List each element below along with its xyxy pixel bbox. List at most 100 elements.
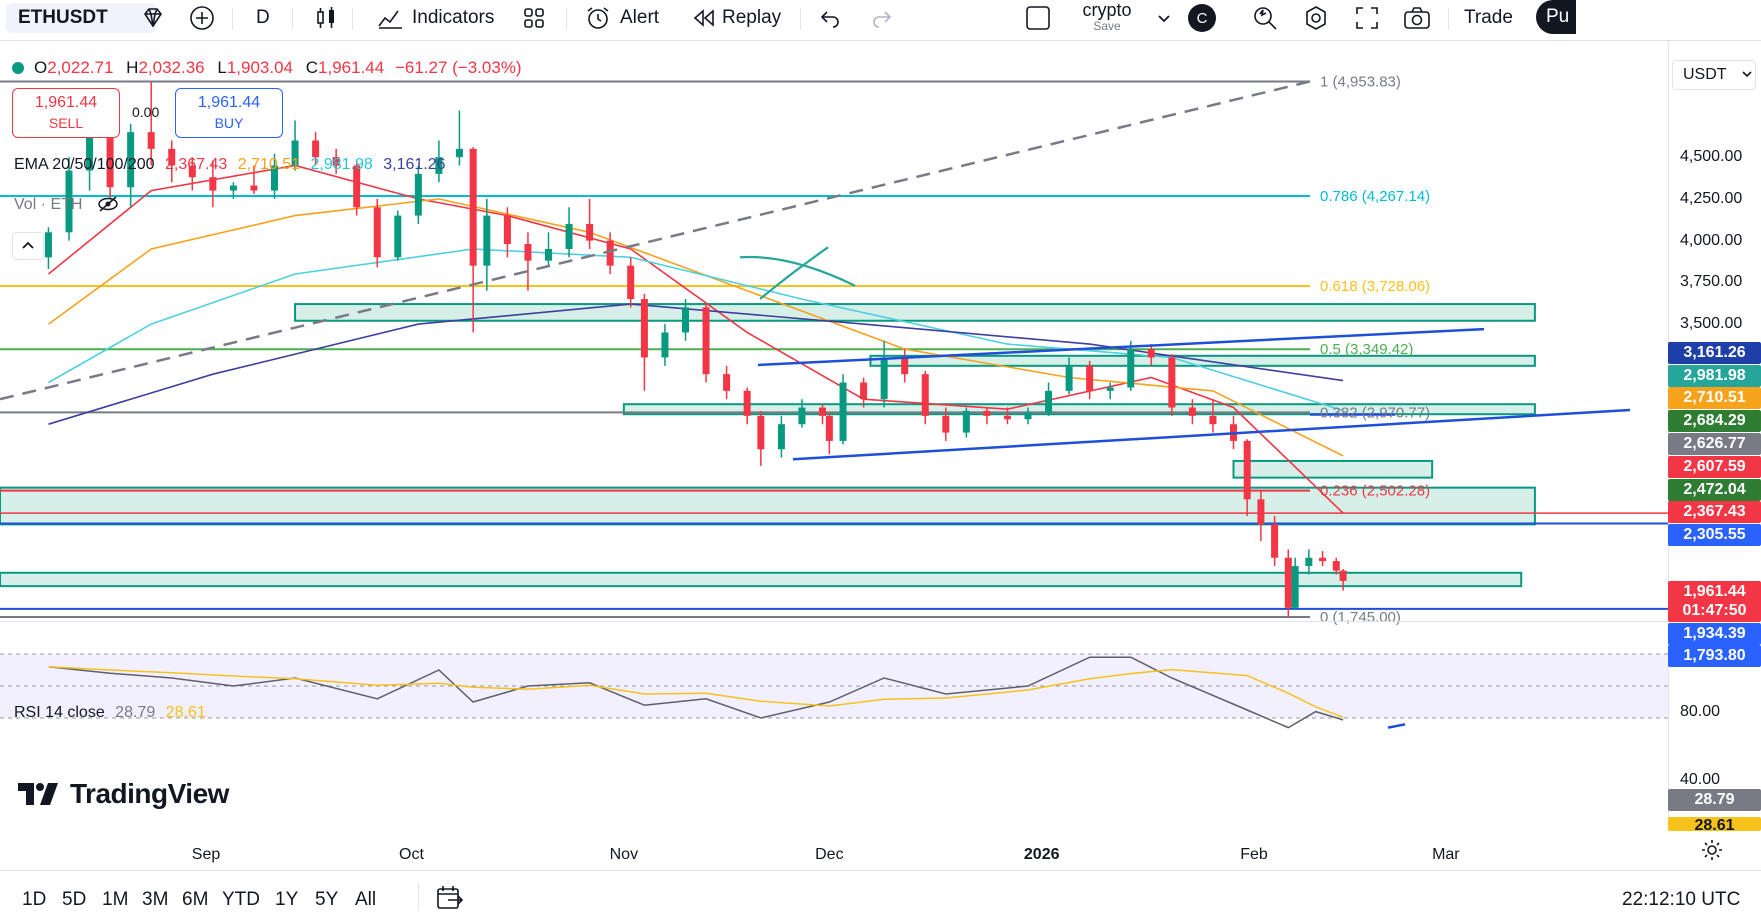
- currency-label: USDT: [1683, 66, 1727, 83]
- alert-button[interactable]: Alert: [584, 0, 659, 36]
- ema-legend[interactable]: EMA 20/50/100/200 2,367.43 2,710.51 2,98…: [14, 156, 446, 174]
- range-bar: 1D 5D 1M 3M 6M YTD 1Y 5Y All: [0, 870, 1761, 924]
- indicators-button[interactable]: Indicators: [376, 0, 494, 36]
- rsi-label: RSI 14 close: [14, 704, 105, 721]
- avatar-letter: C: [1196, 9, 1208, 27]
- date-range-icon[interactable]: [434, 883, 464, 918]
- candle-body: [209, 177, 217, 191]
- layout-square-icon[interactable]: [1024, 0, 1052, 36]
- range-button[interactable]: 3M: [142, 889, 169, 910]
- range-button[interactable]: 6M: [182, 889, 209, 910]
- layout-name-button[interactable]: crypto Save: [1074, 0, 1140, 36]
- candle-body: [1188, 407, 1196, 416]
- range-button[interactable]: 1D: [22, 889, 47, 910]
- bottom-divider: [0, 870, 1761, 871]
- candle-body: [1271, 524, 1279, 558]
- price-tick-label: 4,500.00: [1680, 148, 1743, 166]
- candle-body: [860, 382, 868, 400]
- candle-body: [1106, 387, 1114, 391]
- ema50-value: 2,710.51: [237, 156, 301, 173]
- range-button[interactable]: YTD: [222, 889, 260, 910]
- range-button[interactable]: 1Y: [275, 889, 299, 910]
- time-axis[interactable]: Sep Oct Nov Dec 2026 Feb Mar: [0, 830, 1668, 866]
- close-value: 1,961.44: [318, 58, 385, 77]
- candle-body: [640, 299, 648, 358]
- price-chart[interactable]: 1 (4,953.83) 0.786 (4,267.14) 0.618 (3,728…: [0, 40, 1668, 720]
- support-zone: [1232, 459, 1434, 479]
- ema20-value: 2,367.43: [165, 156, 228, 173]
- buy-button[interactable]: 1,961.44 BUY: [175, 88, 283, 138]
- camera-icon[interactable]: [1402, 0, 1432, 36]
- rsi-pane[interactable]: [0, 622, 1668, 742]
- sell-button[interactable]: 1,961.44 SELL: [12, 88, 120, 138]
- avatar[interactable]: C: [1188, 4, 1216, 32]
- range-button[interactable]: 5Y: [315, 889, 339, 910]
- candle-body: [106, 132, 114, 188]
- arc-drawing: [759, 246, 829, 300]
- price-badge: 2,607.59: [1668, 456, 1761, 478]
- time-tick-label: Dec: [815, 846, 844, 863]
- trade-button[interactable]: Trade: [1464, 0, 1513, 36]
- candle-body: [777, 424, 785, 450]
- price-badge: 2,305.55: [1668, 524, 1761, 546]
- price-badge: 1,961.44: [1668, 581, 1761, 603]
- price-axis[interactable]: 4,500.00 4,250.00 4,000.00 3,750.00 3,500.00…: [1668, 48, 1761, 698]
- range-button[interactable]: 5D: [62, 889, 87, 910]
- range-divider: [418, 884, 419, 910]
- tradingview-logo: TradingView: [18, 778, 229, 810]
- support-zone: [0, 486, 1536, 526]
- interval-button[interactable]: D: [256, 0, 270, 36]
- toolbar-divider: [232, 8, 233, 30]
- compare-add-icon[interactable]: [188, 0, 216, 36]
- rsi-tick-label: 80.00: [1680, 703, 1721, 720]
- candle-body: [839, 382, 847, 441]
- alarm-clock-icon: [584, 4, 612, 32]
- axis-settings-icon[interactable]: [1700, 838, 1724, 867]
- chevron-down-icon[interactable]: [1156, 0, 1172, 36]
- toolbar-divider: [566, 8, 567, 30]
- quick-search-icon[interactable]: [1250, 0, 1280, 36]
- rsi-line: [48, 656, 1344, 729]
- candle-body: [921, 374, 929, 416]
- high-label: H: [126, 58, 139, 77]
- candle-body: [743, 390, 751, 416]
- layout-name: crypto: [1082, 0, 1132, 20]
- templates-icon[interactable]: [522, 0, 546, 36]
- candle-body: [455, 148, 463, 158]
- rsi-axis[interactable]: 80.00 40.00 28.79 28.61: [1668, 622, 1761, 831]
- settings-gear-icon[interactable]: [1302, 0, 1330, 36]
- candle-body: [586, 223, 594, 241]
- ema-line: [48, 198, 1344, 457]
- candle-body: [825, 415, 833, 441]
- symbol-search-button[interactable]: ETHUSDT: [6, 3, 156, 33]
- collapse-legend-button[interactable]: [12, 232, 44, 260]
- candle-body: [353, 165, 361, 208]
- time-tick-label: 2026: [1023, 846, 1060, 863]
- candle-body: [1291, 566, 1299, 608]
- range-button[interactable]: All: [355, 889, 377, 910]
- rsi-legend[interactable]: RSI 14 close 28.79 28.61: [14, 704, 206, 722]
- redo-icon[interactable]: [870, 0, 894, 36]
- high-value: 2,032.36: [138, 58, 205, 77]
- clock[interactable]: 22:12:10 UTC: [1622, 889, 1741, 910]
- volume-legend[interactable]: Vol · ETH: [14, 196, 119, 217]
- gem-icon[interactable]: [140, 0, 166, 36]
- replay-button[interactable]: Replay: [692, 0, 781, 36]
- candle-body: [44, 232, 52, 258]
- tv-logo-icon: [18, 783, 58, 805]
- eye-crossed-icon[interactable]: [97, 196, 119, 217]
- candle-body: [1339, 570, 1347, 581]
- candle-body: [723, 374, 731, 391]
- range-button[interactable]: 1M: [102, 889, 129, 910]
- currency-selector[interactable]: USDT: [1672, 60, 1756, 90]
- candle-body: [291, 140, 299, 166]
- candles-icon[interactable]: [314, 0, 338, 36]
- undo-icon[interactable]: [818, 0, 842, 36]
- ema-line: [48, 248, 1344, 412]
- candle-body: [414, 173, 422, 216]
- fullscreen-icon[interactable]: [1354, 0, 1380, 36]
- candle-body: [524, 243, 532, 261]
- candle-body: [1257, 499, 1265, 525]
- fib-level-label: 0.5 (3,349.42): [1320, 341, 1413, 358]
- publish-button[interactable]: Pu: [1536, 0, 1576, 34]
